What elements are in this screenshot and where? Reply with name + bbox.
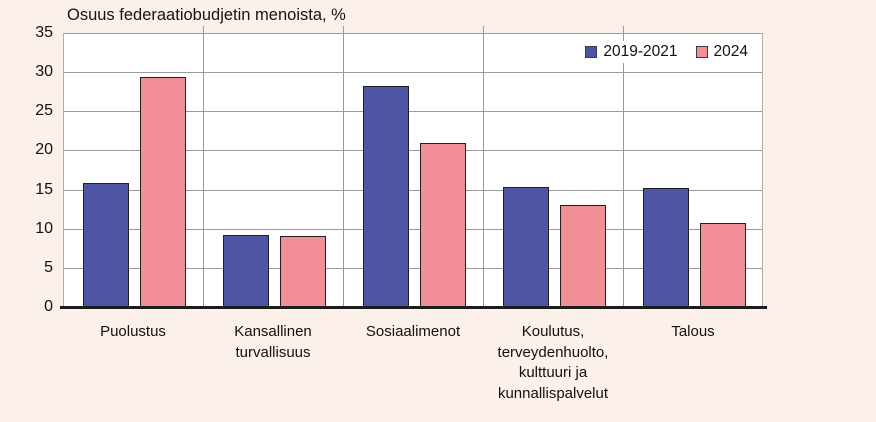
- x-axis-category-label-4: Talous: [671, 323, 715, 340]
- top-tick: [343, 26, 344, 33]
- category-separator: [623, 33, 624, 307]
- legend-swatch-2024: [695, 46, 708, 58]
- plot-area: 2019-2021 2024: [63, 26, 763, 307]
- plot-right-border: [762, 33, 763, 307]
- y-axis-tick-label-0: 0: [44, 298, 53, 315]
- x-axis-line: [60, 306, 767, 309]
- bar-2019-2021-cat3: [503, 187, 549, 307]
- gridline-y-20: [63, 150, 763, 151]
- gridline-y-35: [63, 33, 763, 34]
- legend: 2019-2021 2024: [580, 41, 753, 63]
- gridline-y-25: [63, 111, 763, 112]
- legend-label-2019-2021: 2019-2021: [603, 43, 678, 60]
- legend-item-2019-2021: 2019-2021: [585, 43, 678, 61]
- plot-left-border: [63, 33, 64, 307]
- y-axis-tick-label-25: 25: [35, 102, 53, 119]
- top-tick: [623, 26, 624, 33]
- y-axis-tick-label-20: 20: [35, 141, 53, 158]
- gridline-y-30: [63, 72, 763, 73]
- gridline-y-15: [63, 190, 763, 191]
- gridline-y-10: [63, 229, 763, 230]
- category-separator: [203, 33, 204, 307]
- y-axis-tick-label-35: 35: [35, 24, 53, 41]
- legend-label-2024: 2024: [713, 43, 748, 60]
- category-separator: [343, 33, 344, 307]
- legend-swatch-2019-2021: [585, 46, 598, 58]
- bar-2024-cat0: [140, 76, 186, 307]
- bar-2019-2021-cat1: [223, 235, 269, 307]
- bar-2019-2021-cat2: [363, 86, 409, 307]
- bar-2019-2021-cat4: [643, 188, 689, 307]
- x-axis-category-label-2: Sosiaalimenot: [365, 323, 461, 340]
- category-separator: [483, 33, 484, 307]
- y-axis-tick-label-5: 5: [44, 259, 53, 276]
- y-axis-tick-label-10: 10: [35, 220, 53, 237]
- x-axis-category-label-0: Puolustus: [100, 323, 166, 340]
- top-tick: [483, 26, 484, 33]
- legend-item-2024: 2024: [695, 43, 748, 61]
- bar-2019-2021-cat0: [83, 183, 129, 307]
- bar-2024-cat4: [700, 223, 746, 307]
- x-axis-category-label-3: Koulutus, terveydenhuolto, kulttuuri ja …: [497, 323, 609, 402]
- bar-2024-cat3: [560, 205, 606, 307]
- y-axis-tick-label-15: 15: [35, 181, 53, 198]
- y-axis-tick-label-30: 30: [35, 63, 53, 80]
- chart-title: Osuus federaatiobudjetin menoista, %: [67, 6, 346, 24]
- x-axis-category-label-1: Kansallinen turvallisuus: [234, 323, 312, 361]
- gridline-y-5: [63, 268, 763, 269]
- bar-2024-cat1: [280, 235, 326, 307]
- top-tick: [203, 26, 204, 33]
- bar-2024-cat2: [420, 142, 466, 307]
